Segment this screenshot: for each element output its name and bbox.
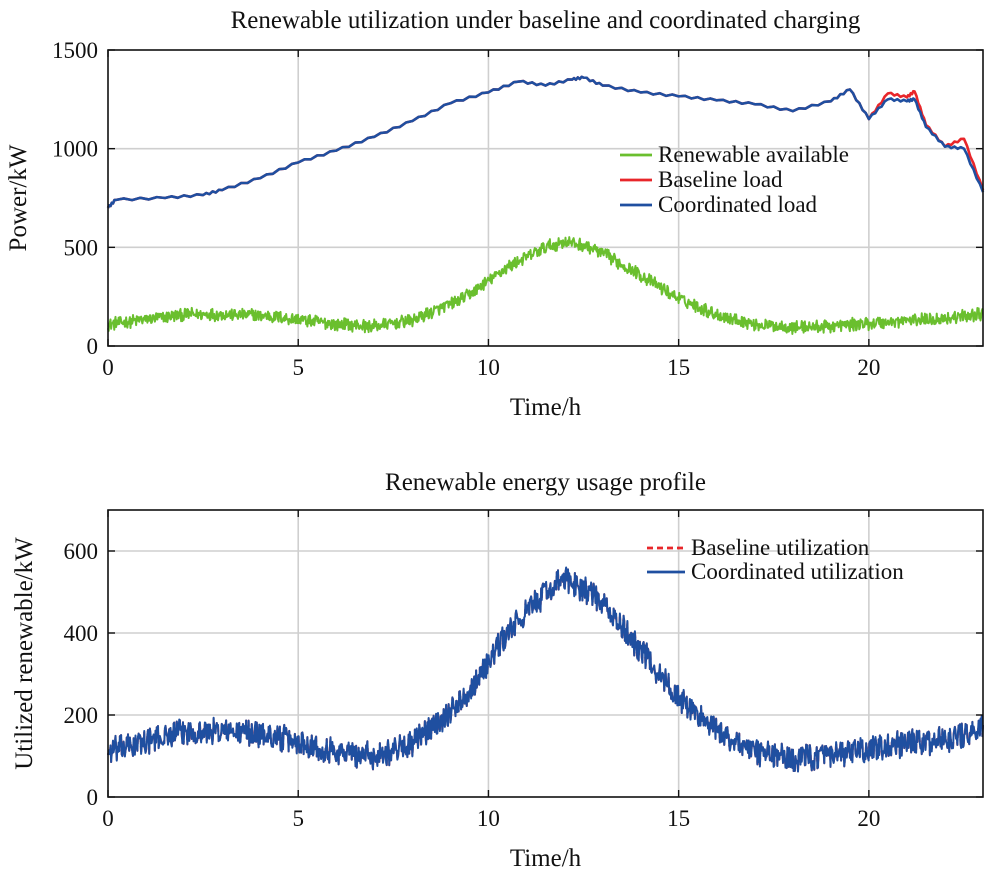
y-tick-label: 200 [64, 703, 99, 728]
legend-label: Coordinated load [658, 192, 818, 217]
y-tick-label: 600 [64, 539, 99, 564]
legend-label: Baseline load [658, 167, 783, 192]
x-tick-label: 10 [477, 806, 500, 831]
series-line-coordinated-load [106, 75, 985, 209]
legend-label: Coordinated utilization [691, 559, 904, 584]
legend-label: Renewable available [658, 142, 849, 167]
series-line-renewable-available [107, 236, 984, 335]
chart-title: Renewable energy usage profile [385, 469, 706, 496]
x-tick-label: 10 [477, 355, 500, 380]
chart-top: Renewable utilization under baseline and… [5, 7, 985, 421]
y-axis-label: Power/kW [5, 144, 32, 251]
x-tick-label: 0 [102, 806, 114, 831]
legend-label: Baseline utilization [691, 535, 870, 560]
plot-frame [107, 509, 984, 798]
y-tick-label: 1000 [52, 137, 98, 162]
series-line-coordinated-utilization [107, 566, 984, 773]
x-tick-label: 20 [857, 355, 880, 380]
x-tick-label: 20 [857, 806, 880, 831]
y-axis-label: Utilized renewable/kW [11, 537, 38, 770]
x-tick-label: 15 [667, 355, 690, 380]
x-tick-label: 0 [102, 355, 114, 380]
series-line-baseline-load [106, 75, 985, 209]
x-tick-label: 5 [292, 355, 304, 380]
plot-frame [107, 49, 984, 347]
chart-title: Renewable utilization under baseline and… [231, 7, 861, 34]
y-tick-label: 1500 [52, 38, 98, 63]
x-tick-label: 5 [292, 806, 304, 831]
y-tick-label: 400 [64, 621, 99, 646]
x-axis-label: Time/h [510, 845, 582, 872]
y-tick-label: 500 [64, 235, 99, 260]
x-tick-label: 15 [667, 806, 690, 831]
y-tick-label: 0 [87, 334, 99, 359]
x-axis-label: Time/h [510, 394, 582, 421]
y-tick-label: 0 [87, 785, 99, 810]
